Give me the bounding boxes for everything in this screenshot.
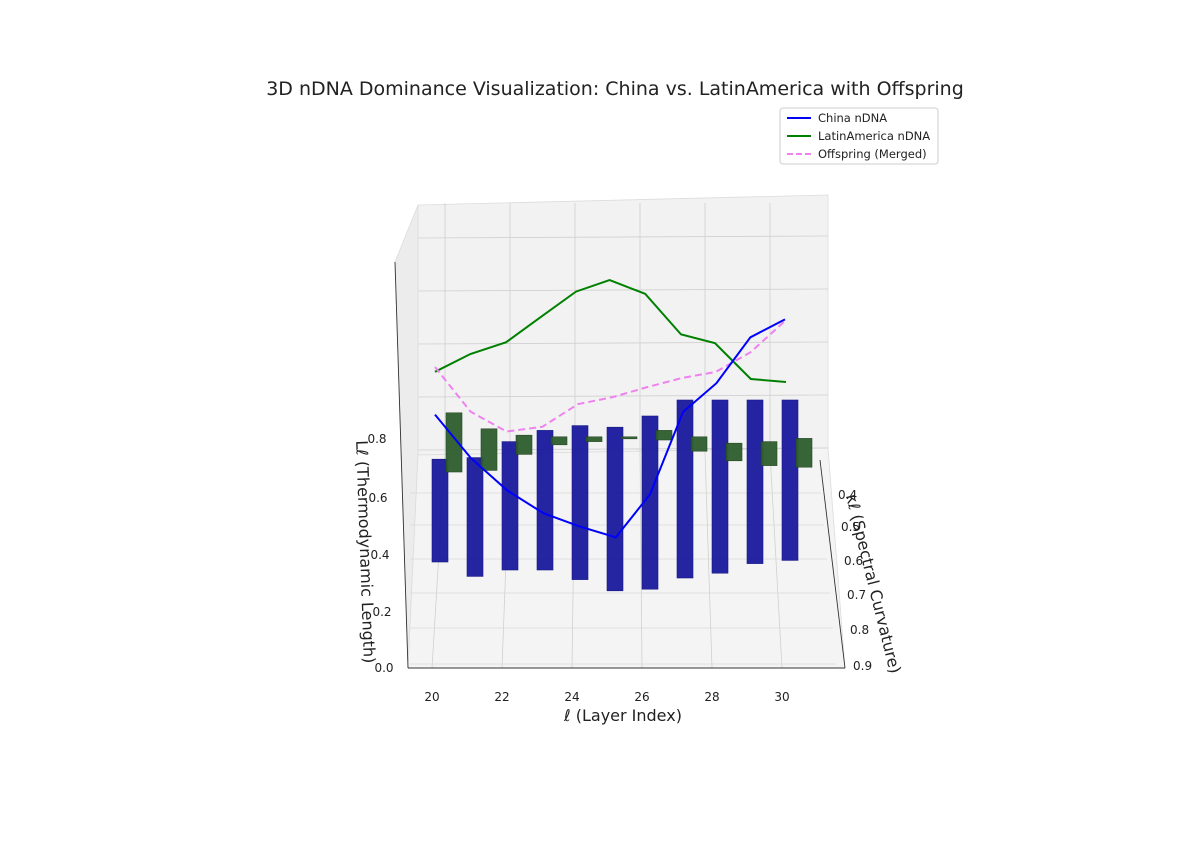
bar-china (431, 458, 449, 563)
y-tick-label: 0.7 (847, 588, 866, 602)
bar-latinamerica (585, 436, 603, 442)
x-tick-label: 24 (564, 690, 579, 704)
bar-china (606, 426, 624, 592)
bar-latinamerica (550, 436, 568, 446)
y-tick-label: 0.6 (844, 554, 863, 568)
bar-latinamerica (480, 428, 498, 471)
x-axis-label: ℓ (Layer Index) (563, 706, 682, 725)
legend: China nDNA LatinAmerica nDNA Offspring (… (779, 107, 939, 165)
line-china (434, 318, 786, 539)
z-axis-label: Lℓ (Thermodynamic Length) (352, 440, 379, 664)
legend-label-latinamerica: LatinAmerica nDNA (818, 129, 930, 143)
x-tick-label: 20 (424, 690, 439, 704)
chart-title: 3D nDNA Dominance Visualization: China v… (266, 78, 964, 100)
grid-line-back-horizontal (417, 394, 829, 398)
bar-latinamerica (690, 436, 708, 452)
bar-china (536, 430, 554, 571)
legend-box (779, 107, 939, 165)
grid-line-floor-x (639, 452, 643, 669)
bar-latinamerica (760, 441, 778, 466)
x-tick-label: 30 (774, 690, 789, 704)
bar-china (571, 425, 589, 580)
z-tick-label: 0.6 (368, 491, 387, 505)
grid-line-back-horizontal (417, 235, 829, 239)
tick-labels: 20 22 24 26 28 30 0.0 0.2 0.4 0.6 0.8 0.4 0.5 0.6 0.7 0… (367, 432, 872, 704)
y-axis-line (819, 459, 846, 669)
bar-china (466, 457, 484, 577)
lines-layer (434, 279, 787, 539)
grid-line-floor-x (704, 452, 713, 669)
z-tick-label: 0.2 (372, 605, 391, 619)
x-tick-label: 26 (634, 690, 649, 704)
bar-latinamerica (515, 434, 533, 455)
legend-label-china: China nDNA (818, 111, 887, 125)
x-tick-label: 22 (494, 690, 509, 704)
line-offspring (434, 319, 787, 433)
grid-line-floor-x (769, 452, 783, 669)
y-tick-label: 0.9 (853, 659, 872, 673)
bar-china (676, 399, 694, 579)
bars-layer (431, 399, 813, 592)
y-tick-label: 0.5 (841, 520, 860, 534)
z-tick-label: 0.0 (374, 661, 393, 675)
y-tick-label: 0.4 (838, 488, 857, 502)
bar-latinamerica (620, 436, 638, 440)
bar-latinamerica (795, 438, 813, 468)
z-axis-line (394, 261, 409, 669)
y-tick-label: 0.8 (850, 623, 869, 637)
z-tick-label: 0.8 (367, 432, 386, 446)
bar-latinamerica (445, 412, 463, 473)
bar-china (746, 399, 764, 564)
bar-china (641, 415, 659, 590)
bar-china (711, 399, 729, 574)
z-tick-label: 0.4 (370, 548, 389, 562)
line-latinamerica (434, 279, 787, 383)
x-tick-label: 28 (704, 690, 719, 704)
y-axis-label: κℓ (Spectral Curvature) (842, 492, 905, 676)
legend-label-offspring: Offspring (Merged) (818, 147, 927, 161)
bar-china (781, 399, 799, 561)
bar-latinamerica (725, 442, 743, 462)
grid-line-back-horizontal (417, 341, 829, 345)
bar-latinamerica (655, 430, 673, 441)
grid-line-back-horizontal (417, 288, 829, 292)
bar-china (501, 441, 519, 571)
